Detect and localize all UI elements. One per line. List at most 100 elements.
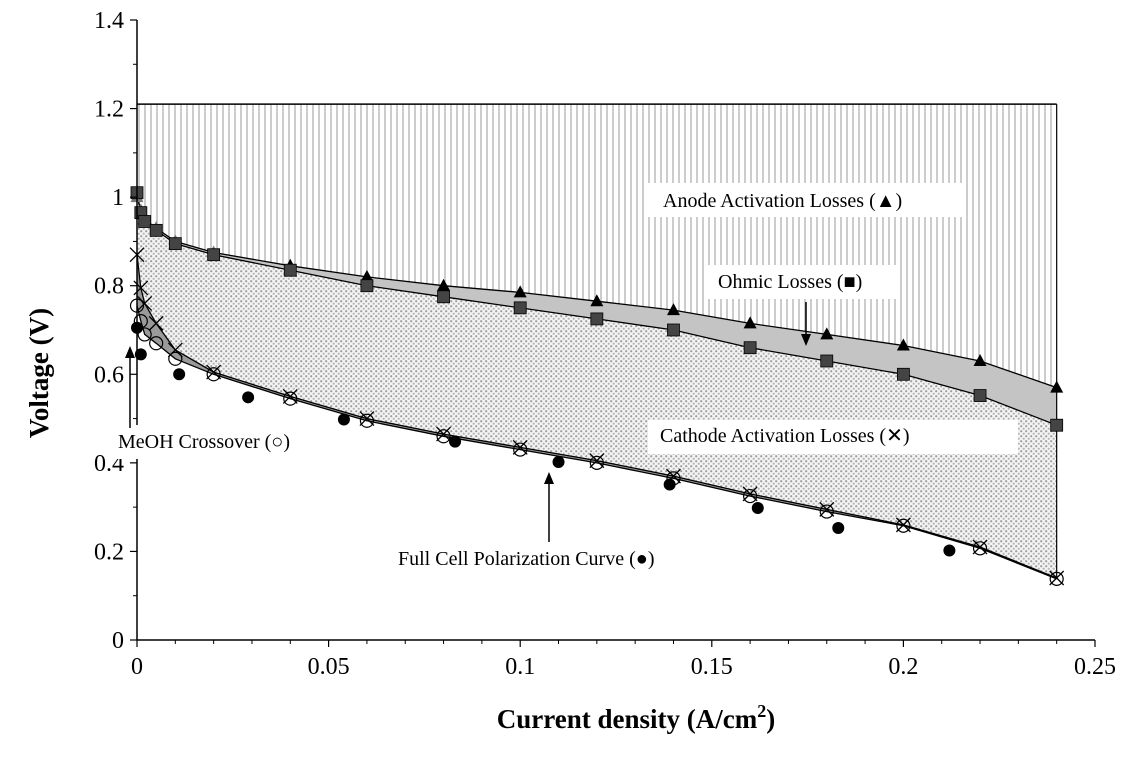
cathode-marker-stroke: [359, 411, 375, 427]
y-tick-label: 1: [112, 185, 124, 211]
meoh-marker: [1049, 571, 1064, 586]
anode-label: Anode Activation Losses (▲): [663, 190, 902, 212]
ohmic-annotation: Ohmic Losses (■): [708, 265, 896, 346]
meoh-marker: [206, 367, 221, 382]
ohmic-marker: [1050, 418, 1064, 432]
cathode-marker: [137, 295, 153, 311]
cathode-marker-stroke: [282, 388, 298, 404]
axes: 00.20.40.60.811.21.40 0.05 0.1 0.15 0.2 0.25: [94, 8, 1116, 680]
cathode-marker: [206, 364, 222, 380]
full-cell-marker: [337, 413, 350, 426]
cathode-marker: [148, 315, 164, 331]
y-tick-label: 0: [112, 628, 124, 654]
full-cell-marker: [663, 478, 676, 491]
anode-marker: [743, 316, 757, 329]
full-cell-marker: [134, 348, 147, 361]
ohmic-marker: [283, 263, 297, 277]
anode-marker: [1050, 380, 1064, 393]
cathode-marker: [972, 539, 988, 555]
cathode-marker: [512, 439, 528, 455]
cathode-marker: [819, 501, 835, 517]
ohmic-marker: [138, 215, 152, 228]
cathode-marker-stroke: [137, 295, 153, 311]
ohmic-marker: [360, 279, 374, 293]
cathode-marker: [742, 486, 758, 502]
ohmic-marker: [667, 323, 680, 337]
meoh-marker: [283, 391, 298, 406]
ohmic-marker: [590, 312, 604, 326]
cathode-marker: [359, 411, 375, 427]
anode-marker: [666, 303, 680, 316]
anode-marker: [360, 269, 374, 282]
meoh-arrowhead: [125, 346, 135, 358]
x-tick-label: 0.05: [308, 654, 350, 680]
cathode-marker: [436, 426, 452, 442]
y-tick-label: 0.2: [94, 539, 124, 565]
x-tick-label: 0.15: [691, 654, 733, 680]
loss-regions: [137, 104, 1057, 579]
meoh-marker: [819, 504, 834, 519]
ohmic-marker: [973, 389, 987, 402]
anode-loss-region: [137, 104, 1057, 388]
y-tick-label: 1.4: [94, 8, 124, 34]
ohmic-marker: [437, 290, 450, 304]
x-tick-label: 0.1: [505, 654, 535, 680]
cathode-marker: [282, 388, 298, 404]
meoh-annotation: MeOH Crossover (○): [112, 346, 326, 459]
cathode-annotation: Cathode Activation Losses (✕): [648, 420, 1018, 454]
full-cell-marker: [552, 455, 565, 468]
anode-marker: [590, 294, 604, 307]
cathode-marker-stroke: [133, 280, 149, 296]
full-cell-marker: [449, 435, 462, 448]
ohmic-marker: [820, 354, 834, 368]
cathode-marker-stroke: [589, 453, 605, 469]
meoh-marker: [168, 351, 183, 366]
ohmic-marker: [168, 237, 182, 251]
meoh-marker: [896, 518, 911, 533]
anode-marker: [820, 327, 834, 340]
series-line-meoh: [136, 305, 1057, 580]
series-markers: [129, 186, 1065, 586]
cathode-marker-stroke: [436, 426, 452, 442]
anode-marker: [513, 285, 527, 298]
ohmic-marker: [207, 248, 221, 262]
ohmic-loss-region: [137, 192, 1057, 426]
meoh-marker: [972, 541, 988, 556]
cathode-marker: [589, 453, 605, 469]
meoh-marker: [359, 413, 375, 428]
cathode-marker-stroke: [742, 486, 758, 502]
meoh-marker: [436, 429, 451, 444]
x-tick-label: 0.2: [888, 654, 918, 680]
full-cell-marker: [173, 368, 186, 381]
ohmic-label: Ohmic Losses (■): [718, 271, 862, 293]
meoh-marker: [589, 455, 604, 470]
cathode-marker-stroke: [206, 364, 222, 380]
meoh-marker: [149, 336, 164, 351]
meoh-label: MeOH Crossover (○): [118, 431, 290, 453]
cathode-marker-stroke: [148, 315, 164, 331]
cathode-marker-stroke: [512, 439, 528, 455]
y-axis-title: Voltage (V): [24, 308, 54, 438]
cathode-label: Cathode Activation Losses (✕): [660, 425, 910, 447]
ohmic-marker: [897, 367, 910, 381]
anode-marker: [973, 354, 987, 366]
meoh-marker: [743, 488, 758, 504]
y-tick-label: 0.6: [94, 362, 124, 388]
cathode-marker-stroke: [819, 501, 835, 517]
cathode-marker-stroke: [972, 539, 988, 555]
full-cell-annotation: Full Cell Polarization Curve (●): [392, 472, 716, 576]
full-cell-marker: [751, 502, 764, 515]
cathode-marker: [133, 280, 149, 296]
ohmic-arrowhead: [801, 334, 811, 346]
meoh-marker: [137, 327, 152, 342]
ohmic-marker: [513, 301, 527, 315]
full-cell-marker: [242, 391, 255, 404]
anode-annotation: Anode Activation Losses (▲): [646, 183, 966, 217]
x-axis-title: Current density (A/cm2): [497, 701, 775, 734]
full-cell-arrowhead: [544, 472, 554, 484]
full-cell-label: Full Cell Polarization Curve (●): [398, 548, 654, 570]
y-tick-label: 0.8: [94, 274, 124, 300]
anode-marker: [896, 338, 910, 351]
anode-marker: [437, 278, 451, 291]
